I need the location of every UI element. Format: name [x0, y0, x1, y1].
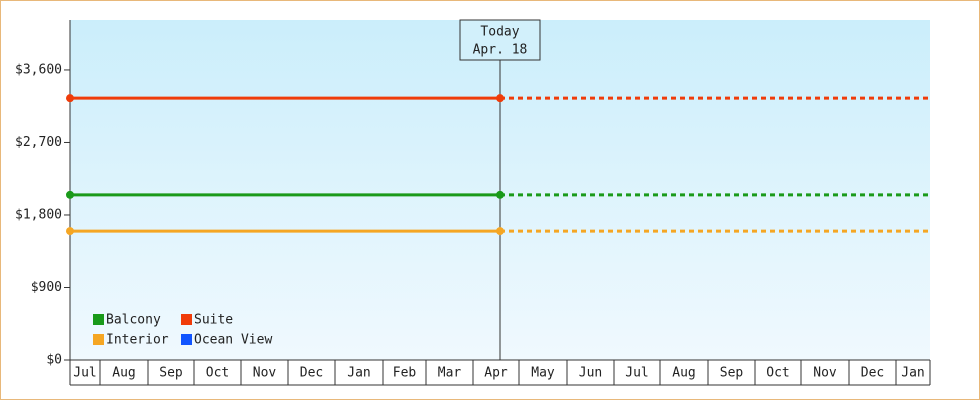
x-tick-label: Oct: [206, 366, 229, 381]
y-tick-label: $0: [46, 353, 62, 368]
x-tick-label: Jul: [625, 366, 648, 381]
x-tick-label: Dec: [861, 366, 884, 381]
x-tick-label: Apr: [484, 366, 508, 381]
point: [66, 227, 74, 236]
y-tick-label: $900: [31, 280, 62, 295]
legend-swatch: [181, 314, 192, 325]
legend-swatch: [93, 334, 104, 345]
point: [66, 94, 74, 103]
x-tick-label: Feb: [393, 366, 417, 381]
x-tick-label: Mar: [438, 366, 462, 381]
x-tick-label: Jun: [579, 366, 602, 381]
legend-label: Interior: [106, 333, 169, 348]
x-tick-label: Jan: [347, 366, 370, 381]
today-title: Today: [480, 25, 519, 40]
x-tick-label: May: [531, 366, 555, 381]
x-tick-label: Nov: [253, 366, 277, 381]
y-tick-label: $2,700: [15, 135, 62, 150]
x-tick-label: Oct: [766, 366, 789, 381]
x-tick-label: Dec: [300, 366, 323, 381]
x-tick-label: Jan: [901, 366, 924, 381]
today-date: Apr. 18: [473, 43, 528, 58]
legend-label: Balcony: [106, 313, 161, 328]
point: [496, 227, 504, 236]
x-tick-label: Jul: [73, 366, 96, 381]
y-tick-label: $1,800: [15, 207, 62, 222]
x-tick-label: Nov: [813, 366, 837, 381]
legend-swatch: [93, 314, 104, 325]
y-tick-label: $3,600: [15, 62, 62, 77]
point: [66, 190, 74, 199]
point: [496, 190, 504, 199]
point: [496, 94, 504, 103]
x-tick-label: Sep: [159, 366, 183, 381]
x-tick-label: Aug: [112, 366, 135, 381]
today-box: [459, 19, 541, 61]
x-tick-label: Aug: [672, 366, 695, 381]
legend-swatch: [181, 334, 192, 345]
legend-label: Suite: [194, 313, 233, 328]
x-tick-label: Sep: [720, 366, 744, 381]
legend-label: Ocean View: [194, 333, 272, 348]
